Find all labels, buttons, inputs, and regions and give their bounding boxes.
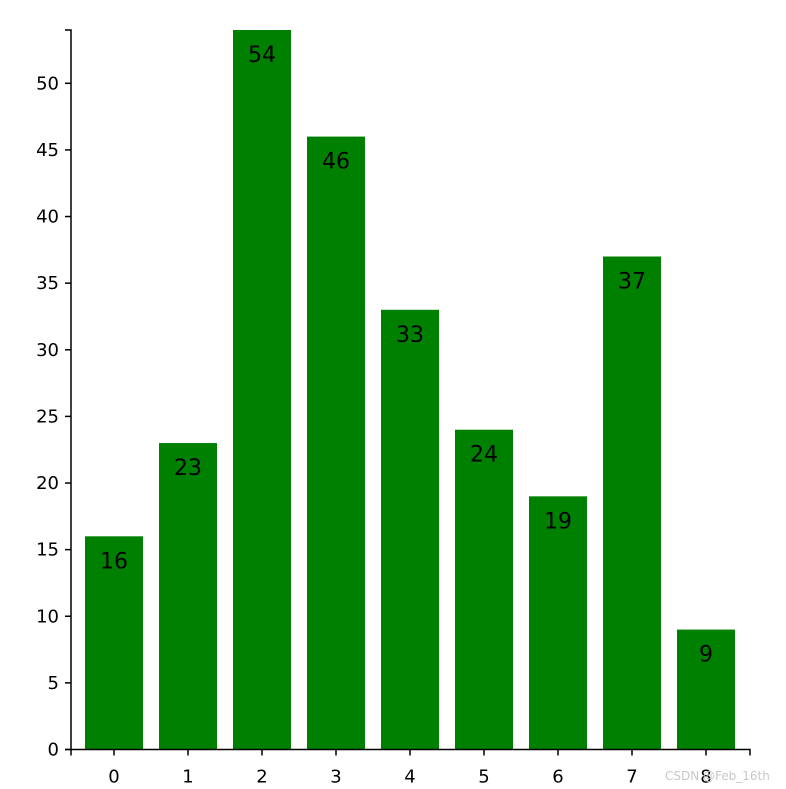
- value-label-8: 9: [699, 643, 713, 668]
- bar-4: [381, 309, 439, 750]
- y-tick-label-35: 35: [36, 273, 59, 294]
- y-tick-label-45: 45: [36, 140, 59, 161]
- y-tick-label-25: 25: [36, 406, 59, 427]
- y-axis: 0 5 10 15 20 25 30 35 40 45 50: [36, 29, 72, 761]
- y-tick-label-0: 0: [48, 740, 59, 761]
- watermark-text: CSDN @Feb_16th: [665, 769, 770, 783]
- y-tick-label-5: 5: [48, 673, 59, 694]
- x-tick-label-0: 0: [108, 767, 119, 788]
- bar-5: [455, 429, 513, 750]
- y-tick-label-10: 10: [36, 606, 59, 627]
- x-tick-label-4: 4: [404, 767, 415, 788]
- y-tick-label-20: 20: [36, 473, 59, 494]
- x-tick-label-6: 6: [552, 767, 563, 788]
- x-tick-label-5: 5: [478, 767, 489, 788]
- bar-6: [529, 496, 587, 750]
- bar-7: [603, 256, 661, 750]
- value-label-2: 54: [248, 43, 276, 68]
- x-tick-label-3: 3: [330, 767, 341, 788]
- value-label-4: 33: [396, 323, 424, 348]
- bar-3: [307, 136, 365, 750]
- value-label-1: 23: [174, 456, 202, 481]
- bar-0: [85, 536, 143, 750]
- bars-layer: [85, 30, 735, 750]
- x-axis: 0 1 2 3 4 5 6 7 8: [70, 748, 751, 788]
- x-tick-label-2: 2: [256, 767, 267, 788]
- x-tick-label-1: 1: [182, 767, 193, 788]
- x-tick-label-7: 7: [626, 767, 637, 788]
- bar-2: [233, 30, 291, 750]
- x-tick-label-8: 8: [700, 767, 711, 788]
- value-label-6: 19: [544, 509, 572, 534]
- y-tick-label-50: 50: [36, 73, 59, 94]
- value-label-3: 46: [322, 150, 350, 175]
- value-label-0: 16: [100, 549, 128, 574]
- value-labels-layer: 16 23 54 46 33 24 19 37 9: [100, 43, 713, 668]
- bar-1: [159, 443, 217, 750]
- value-label-7: 37: [618, 270, 646, 295]
- y-axis-line: [65, 29, 72, 751]
- y-tick-label-40: 40: [36, 207, 59, 228]
- bar-8: [677, 629, 735, 750]
- y-tick-label-30: 30: [36, 340, 59, 361]
- value-label-5: 24: [470, 443, 498, 468]
- y-tick-label-15: 15: [36, 540, 59, 561]
